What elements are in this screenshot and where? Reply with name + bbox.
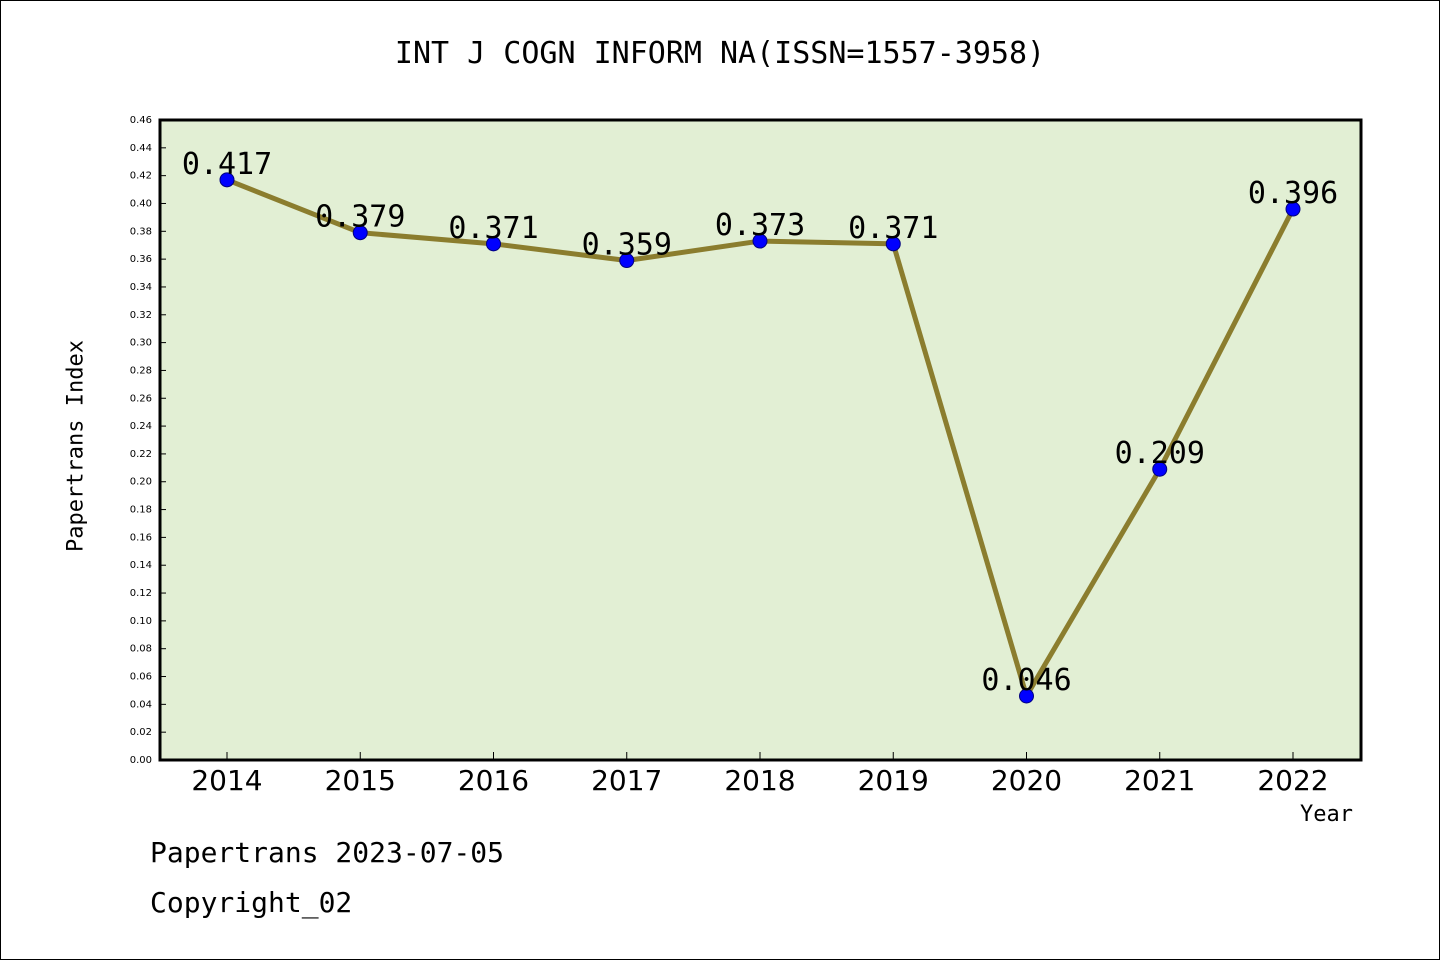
plot-border (158, 118, 1363, 762)
x-axis-label: Year (1300, 802, 1353, 827)
y-tick-label: 0.40 (130, 198, 152, 209)
x-tick-label: 2018 (724, 764, 795, 797)
data-point (486, 236, 501, 252)
y-tick-label: 0.28 (130, 365, 152, 376)
footer-copyright: Copyright_02 (150, 886, 353, 919)
y-tick-label: 0.16 (130, 532, 152, 543)
y-tick-label: 0.46 (130, 115, 152, 126)
y-tick-label: 0.34 (130, 282, 152, 293)
y-tick-label: 0.00 (130, 755, 152, 766)
x-tick-label: 2022 (1257, 764, 1328, 797)
y-tick-label: 0.02 (130, 727, 152, 738)
y-tick-label: 0.24 (130, 421, 152, 432)
x-tick-label: 2019 (858, 764, 929, 797)
y-tick-label: 0.38 (130, 226, 152, 237)
data-label: 0.371 (448, 211, 538, 246)
data-point (1152, 461, 1168, 477)
y-tick-label: 0.14 (130, 560, 152, 571)
data-label: 0.379 (315, 200, 405, 235)
data-point (619, 253, 635, 269)
data-point (752, 233, 768, 249)
y-tick-label: 0.42 (130, 171, 152, 182)
data-label: 0.417 (182, 147, 272, 182)
data-point (1285, 201, 1301, 217)
y-tick-label: 0.10 (130, 616, 152, 627)
y-tick-label: 0.26 (130, 393, 152, 404)
footer-date: Papertrans 2023-07-05 (150, 836, 505, 869)
y-tick-label: 0.30 (130, 338, 152, 349)
x-tick-label: 2020 (991, 764, 1062, 797)
y-tick-label: 0.20 (130, 477, 152, 488)
x-tick-label: 2017 (591, 764, 662, 797)
y-tick-label: 0.12 (130, 588, 152, 599)
data-point (1019, 688, 1034, 704)
data-label: 0.359 (582, 228, 672, 263)
y-tick-label: 0.32 (130, 310, 152, 321)
y-tick-label: 0.44 (130, 143, 152, 154)
x-tick-label: 2014 (191, 764, 262, 797)
y-tick-label: 0.36 (130, 254, 152, 265)
chart-title: INT J COGN INFORM NA(ISSN=1557-3958) (394, 36, 1046, 71)
data-point (885, 236, 901, 252)
x-tick-label: 2015 (325, 764, 396, 797)
y-tick-label: 0.06 (130, 672, 152, 683)
data-label: 0.396 (1248, 176, 1338, 211)
data-label: 0.209 (1115, 436, 1205, 471)
data-label: 0.046 (981, 663, 1071, 698)
data-label: 0.373 (715, 208, 805, 243)
data-point (219, 172, 235, 188)
data-label: 0.371 (848, 211, 938, 246)
y-tick-label: 0.18 (130, 505, 152, 516)
x-tick-label: 2016 (458, 764, 529, 797)
y-tick-label: 0.04 (130, 699, 152, 710)
x-tick-label: 2021 (1124, 764, 1195, 797)
y-tick-label: 0.22 (130, 449, 152, 460)
y-tick-label: 0.08 (130, 644, 152, 655)
data-point (352, 225, 368, 241)
